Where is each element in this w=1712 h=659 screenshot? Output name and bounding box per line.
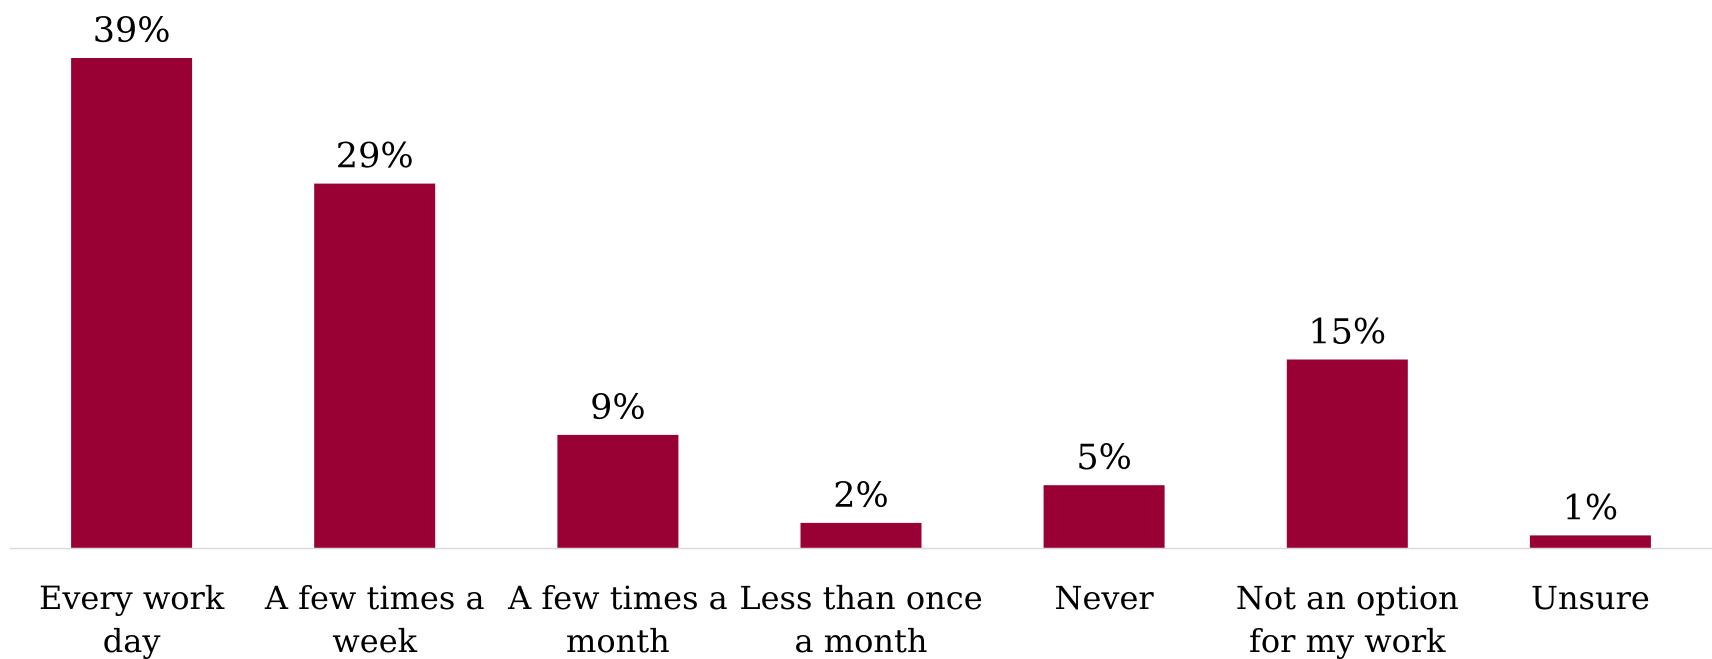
bars-group [71,58,1651,548]
value-label-2: 9% [590,388,646,428]
category-label-4-line-0: Never [1054,579,1154,617]
bar-1 [314,183,436,548]
category-label-5-line-0: Not an option [1236,579,1459,617]
category-labels-group: Every work day A few times a week A few time… [39,579,1650,659]
value-labels-group: 39% 29% 9% 2% 5% 15% 1% [93,11,1618,528]
category-label-0-line-1: day [103,622,161,659]
category-label-2-line-0: A few times a [507,579,728,617]
category-label-6-line-0: Unsure [1531,579,1650,617]
bar-5 [1286,359,1408,548]
value-label-3: 2% [833,476,889,516]
category-label-2-line-1: month [566,622,670,659]
value-label-1: 29% [336,137,414,177]
bar-3 [800,522,922,548]
category-label-1-line-0: A few times a [264,579,485,617]
bar-2 [557,434,679,548]
category-label-1-line-1: week [332,622,417,659]
value-label-4: 5% [1076,438,1132,478]
bar-6 [1529,535,1651,548]
category-label-3-line-0: Less than once [739,579,982,617]
bar-4 [1043,485,1165,548]
value-label-5: 15% [1308,313,1386,353]
category-label-5-line-1: for my work [1249,622,1446,659]
value-label-0: 39% [93,11,171,51]
bar-0 [71,58,193,548]
category-label-3-line-1: a month [795,622,928,659]
category-label-0-line-0: Every work [39,579,225,617]
value-label-6: 1% [1563,488,1619,528]
